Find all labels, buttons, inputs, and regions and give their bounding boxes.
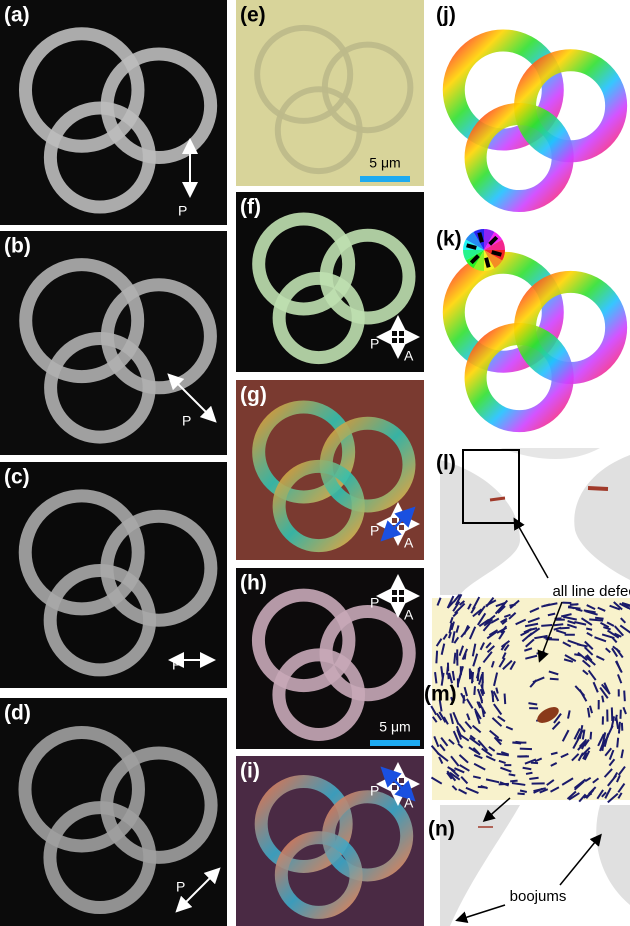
director [602, 696, 603, 703]
polarizer-label: P [176, 879, 185, 895]
director [560, 628, 570, 629]
director [595, 618, 603, 619]
director [617, 738, 618, 748]
panel-label: (d) [4, 702, 31, 725]
director [436, 651, 437, 664]
panel-label: (c) [4, 466, 30, 489]
figure: P P P P P A P A P A P A 5 μm 5 μm (a) (b) (c) (d) (e) (f) (g… [0, 0, 630, 926]
polarizer-label: P [370, 595, 379, 611]
director [499, 784, 509, 785]
director [574, 654, 581, 655]
director [509, 605, 515, 606]
polarizer-label: P [370, 336, 379, 352]
director [528, 703, 537, 704]
color-wheel [463, 229, 505, 271]
director [615, 715, 616, 721]
director [496, 688, 497, 694]
polarizer-label: P [370, 523, 379, 539]
director [518, 794, 525, 795]
director [463, 695, 464, 703]
panel-label: (k) [436, 228, 462, 251]
analyzer-label: A [404, 348, 414, 364]
polarizer-label: P [182, 413, 191, 429]
wheel-tick [479, 233, 482, 243]
panel-label: (a) [4, 4, 30, 27]
director [474, 686, 475, 695]
director [568, 607, 580, 608]
panel-label: (n) [428, 818, 455, 841]
defect [588, 488, 608, 489]
director [505, 694, 506, 705]
analyzer-label: A [404, 607, 414, 623]
director [529, 778, 538, 779]
analyzer-label: A [404, 535, 414, 551]
polarizer-label: P [370, 783, 379, 799]
director [454, 653, 455, 664]
director [509, 774, 516, 775]
panel-label: (l) [436, 452, 456, 475]
scale-bar-label: 5 μm [369, 155, 400, 171]
annotation: all line defects [552, 583, 630, 600]
wheel-tick [492, 252, 502, 255]
director [554, 624, 563, 625]
scale-bar-label: 5 μm [379, 719, 410, 735]
director [570, 604, 579, 605]
scale-bar [360, 176, 410, 182]
director [526, 773, 532, 774]
director [447, 667, 448, 675]
director [589, 619, 603, 620]
director [541, 625, 552, 626]
panel-label: (g) [240, 384, 267, 407]
director [624, 691, 625, 702]
director [512, 742, 521, 743]
director [619, 722, 620, 734]
director [586, 629, 592, 630]
wheel-tick [467, 245, 477, 248]
scale-bar [370, 740, 420, 746]
director [478, 668, 479, 681]
wheel-tick [486, 258, 489, 268]
analyzer-label: A [404, 795, 414, 811]
defect [490, 498, 505, 500]
polarizer-label: P [172, 657, 181, 673]
director [550, 679, 559, 680]
panel-label: (m) [424, 683, 457, 706]
panel-label: (h) [240, 572, 267, 595]
panel-label: (f) [240, 196, 261, 219]
director [492, 693, 493, 702]
annotation: boojums [510, 888, 567, 905]
panel-label: (j) [436, 4, 456, 27]
polarizer-label: P [178, 203, 187, 219]
director [465, 653, 466, 659]
director [590, 732, 591, 740]
panel-label: (i) [240, 760, 260, 783]
director [453, 671, 454, 680]
panel-label: (e) [240, 4, 266, 27]
panel-label: (b) [4, 235, 31, 258]
director [510, 781, 517, 782]
